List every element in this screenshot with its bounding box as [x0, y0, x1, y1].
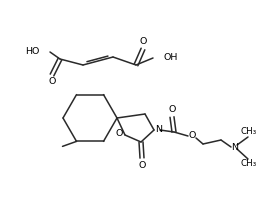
Text: CH₃: CH₃ — [241, 160, 257, 168]
Text: CH₃: CH₃ — [241, 128, 257, 137]
Text: O: O — [168, 105, 176, 114]
Text: O: O — [138, 160, 146, 170]
Text: O: O — [48, 78, 56, 86]
Text: O: O — [115, 130, 123, 139]
Text: O: O — [188, 130, 196, 139]
Text: OH: OH — [164, 53, 178, 63]
Text: N: N — [232, 143, 239, 152]
Text: O: O — [139, 38, 147, 46]
Text: N: N — [155, 124, 162, 133]
Text: HO: HO — [25, 48, 39, 57]
